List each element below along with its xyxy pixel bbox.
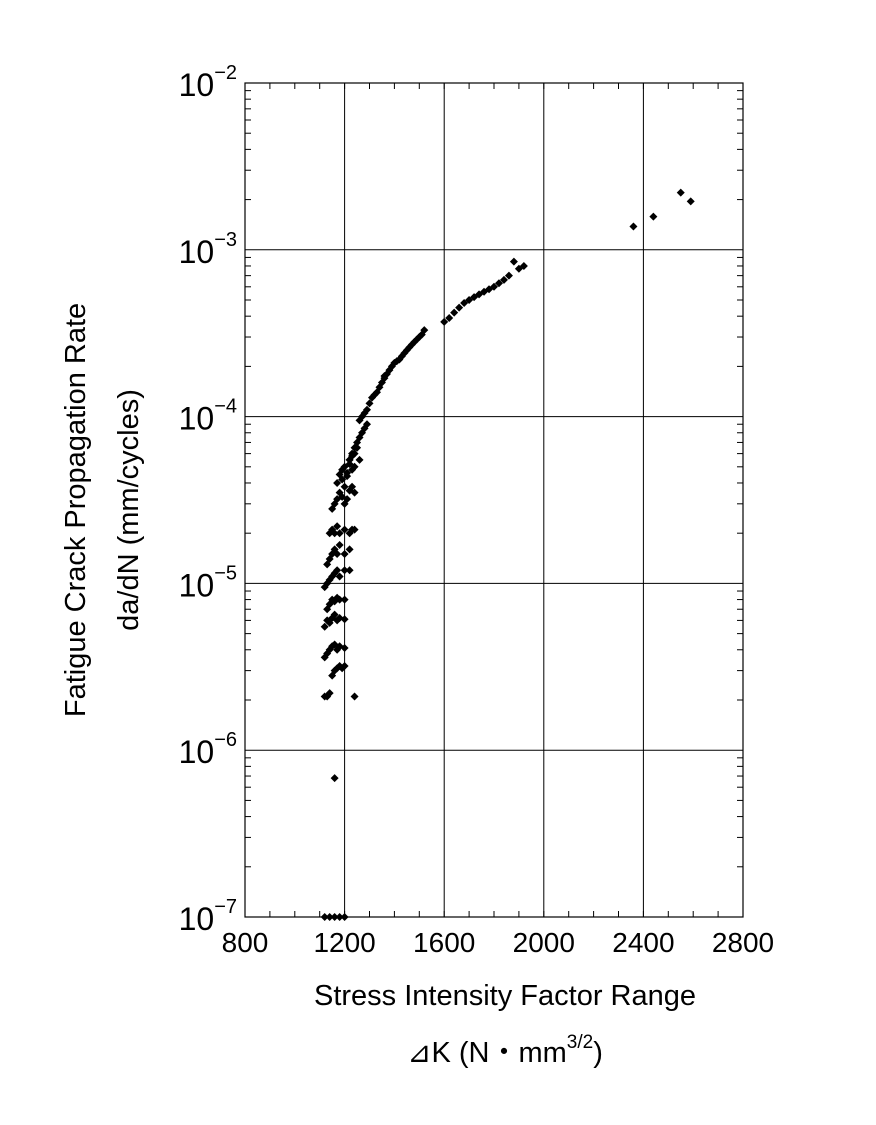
x-tick-label: 1600	[413, 927, 475, 958]
data-point	[340, 661, 349, 670]
x-tick-labels: 800 1200 1600 2000 2400 2800	[222, 927, 775, 958]
y-tick-label: 10−3	[179, 229, 237, 270]
y-tick-exponent: −5	[214, 562, 237, 584]
data-point	[333, 478, 342, 487]
x-axis-title: Stress Intensity Factor Range	[314, 980, 696, 1012]
y-tick-base: 10	[179, 734, 215, 770]
y-tick-base: 10	[179, 67, 215, 103]
data-point	[499, 275, 508, 284]
data-point	[509, 257, 518, 266]
data-point	[330, 529, 339, 538]
data-point	[330, 774, 339, 783]
x-units-exponent: 3/2	[567, 1032, 593, 1053]
data-point	[335, 540, 344, 549]
data-point	[676, 188, 685, 197]
y-axis-units: da/dN (mm/cycles)	[113, 389, 145, 631]
data-point	[340, 595, 349, 604]
x-axis-units: ⊿K (N・mm3/2)	[407, 1032, 603, 1069]
data-point	[445, 314, 454, 323]
data-point	[350, 692, 359, 701]
data-point	[629, 222, 638, 231]
data-point	[340, 550, 349, 559]
x-tick-label: 2400	[612, 927, 674, 958]
data-point	[345, 566, 354, 575]
data-point	[490, 282, 498, 291]
data-point	[504, 271, 513, 280]
data-point	[350, 462, 359, 471]
data-points	[320, 188, 695, 921]
data-point	[335, 529, 344, 538]
data-point	[450, 308, 459, 317]
grid-lines	[245, 83, 743, 917]
y-tick-base: 10	[179, 901, 215, 937]
data-point	[343, 495, 352, 504]
plot-frame	[244, 82, 744, 918]
y-tick-base: 10	[179, 567, 215, 603]
x-units-prefix: ⊿K (N・mm	[407, 1037, 567, 1069]
x-units-suffix: )	[593, 1037, 603, 1069]
data-point	[335, 595, 344, 604]
data-point	[363, 405, 372, 414]
x-tick-label: 2000	[513, 927, 575, 958]
data-point	[455, 303, 464, 312]
y-tick-exponent: −4	[214, 396, 237, 418]
data-point	[330, 610, 339, 619]
data-point	[440, 317, 449, 326]
data-point	[348, 449, 357, 458]
data-point	[355, 455, 364, 464]
data-point	[320, 622, 329, 631]
data-point	[365, 399, 374, 408]
data-point	[345, 545, 354, 554]
data-point	[350, 488, 359, 497]
data-point	[340, 525, 349, 534]
data-point	[340, 482, 349, 491]
data-point	[420, 326, 429, 335]
data-point	[333, 566, 342, 575]
data-point	[363, 420, 372, 429]
data-point	[335, 572, 344, 581]
data-point	[340, 566, 349, 575]
data-point	[325, 689, 334, 698]
y-tick-exponent: −3	[214, 229, 237, 251]
data-point	[340, 615, 349, 624]
data-point	[686, 197, 695, 206]
data-point	[333, 522, 342, 531]
x-tick-label: 2800	[712, 927, 774, 958]
data-point	[338, 475, 347, 484]
data-point	[494, 279, 503, 288]
data-point	[343, 472, 352, 481]
data-point	[340, 643, 349, 652]
data-point	[348, 482, 357, 491]
y-tick-base: 10	[179, 234, 215, 270]
y-tick-label: 10−6	[179, 729, 237, 770]
y-tick-label: 10−5	[179, 562, 237, 603]
y-tick-labels: 10−210−310−410−510−610−7	[179, 62, 237, 937]
data-point	[345, 455, 354, 464]
y-tick-exponent: −2	[214, 62, 237, 84]
x-tick-label: 1200	[313, 927, 375, 958]
data-point	[350, 525, 359, 534]
y-tick-exponent: −6	[214, 729, 237, 751]
axis-ticks	[245, 83, 743, 917]
y-axis-title: Fatigue Crack Propagation Rate	[60, 303, 92, 717]
data-point	[519, 261, 528, 270]
y-tick-exponent: −7	[214, 896, 237, 918]
y-tick-label: 10−4	[179, 396, 237, 437]
data-point	[649, 212, 658, 221]
y-tick-base: 10	[179, 401, 215, 437]
data-point	[333, 550, 342, 559]
y-tick-label: 10−7	[179, 896, 237, 937]
y-tick-label: 10−2	[179, 62, 237, 103]
x-tick-label: 800	[222, 927, 269, 958]
